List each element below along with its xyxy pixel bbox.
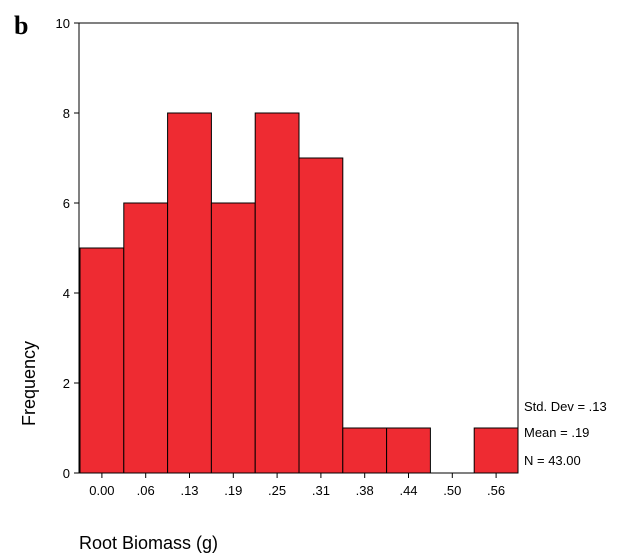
histogram-bar [167, 112, 212, 474]
histogram-bar [210, 202, 256, 474]
x-tick-label: .19 [224, 483, 242, 498]
histogram-bar [79, 247, 125, 474]
y-axis: 0 2 4 6 8 10 [56, 16, 79, 481]
x-axis-title: Root Biomass (g) [79, 533, 218, 553]
x-tick-label: .31 [312, 483, 330, 498]
x-axis: 0.00 .06 .13 .19 .25 .31 .38 .44 .50 .56 [89, 473, 505, 498]
x-tick-label: 0.00 [89, 483, 114, 498]
histogram-bar [386, 427, 431, 474]
histogram-bar [342, 427, 388, 474]
mean-label: Mean = .19 [524, 425, 589, 440]
y-tick-label: 4 [63, 286, 70, 301]
y-tick-label: 10 [56, 16, 70, 31]
y-axis-title: Frequency [19, 341, 39, 426]
y-tick-label: 2 [63, 376, 70, 391]
n-label: N = 43.00 [524, 453, 581, 468]
y-tick-label: 6 [63, 196, 70, 211]
stats-box: Std. Dev = .13 Mean = .19 N = 43.00 [524, 399, 607, 468]
panel-label: b [14, 11, 28, 40]
x-tick-label: .50 [443, 483, 461, 498]
x-tick-label: .13 [180, 483, 198, 498]
x-tick-label: .44 [399, 483, 417, 498]
x-tick-label: .56 [487, 483, 505, 498]
bars-group [79, 112, 519, 474]
std-dev-label: Std. Dev = .13 [524, 399, 607, 414]
histogram-bar [473, 427, 519, 474]
histogram-bar [254, 112, 300, 474]
histogram-bar [298, 157, 344, 474]
y-tick-label: 8 [63, 106, 70, 121]
x-tick-label: .06 [137, 483, 155, 498]
x-tick-label: .38 [356, 483, 374, 498]
y-tick-label: 0 [63, 466, 70, 481]
histogram-bar [123, 202, 169, 474]
x-tick-label: .25 [268, 483, 286, 498]
